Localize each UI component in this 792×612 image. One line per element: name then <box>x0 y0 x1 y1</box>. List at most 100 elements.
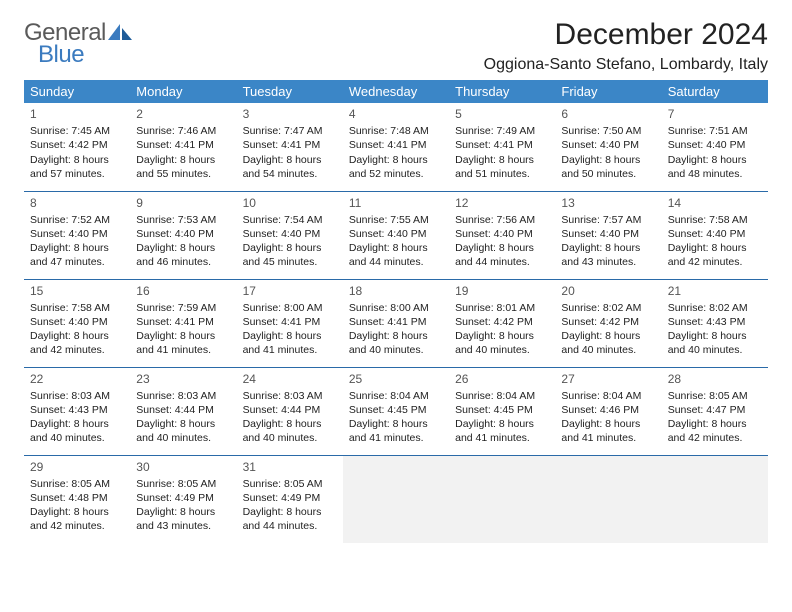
calendar-cell: 18Sunrise: 8:00 AMSunset: 4:41 PMDayligh… <box>343 279 449 367</box>
weekday-header-row: Sunday Monday Tuesday Wednesday Thursday… <box>24 80 768 103</box>
day-number: 18 <box>349 283 443 299</box>
sunrise-text: Sunrise: 7:46 AM <box>136 124 230 138</box>
sunset-text: Sunset: 4:41 PM <box>349 315 443 329</box>
sunset-text: Sunset: 4:46 PM <box>561 403 655 417</box>
logo-text-blue: Blue <box>38 45 134 65</box>
sunrise-text: Sunrise: 8:00 AM <box>349 301 443 315</box>
sunset-text: Sunset: 4:40 PM <box>561 138 655 152</box>
sunset-text: Sunset: 4:40 PM <box>349 227 443 241</box>
daylight-text: Daylight: 8 hours and 41 minutes. <box>561 417 655 445</box>
calendar-cell: 24Sunrise: 8:03 AMSunset: 4:44 PMDayligh… <box>237 367 343 455</box>
calendar-cell: 6Sunrise: 7:50 AMSunset: 4:40 PMDaylight… <box>555 103 661 191</box>
daylight-text: Daylight: 8 hours and 57 minutes. <box>30 153 124 181</box>
daylight-text: Daylight: 8 hours and 40 minutes. <box>561 329 655 357</box>
sunrise-text: Sunrise: 8:02 AM <box>668 301 762 315</box>
day-number: 23 <box>136 371 230 387</box>
daylight-text: Daylight: 8 hours and 40 minutes. <box>136 417 230 445</box>
day-number: 21 <box>668 283 762 299</box>
calendar-cell: 13Sunrise: 7:57 AMSunset: 4:40 PMDayligh… <box>555 191 661 279</box>
daylight-text: Daylight: 8 hours and 51 minutes. <box>455 153 549 181</box>
calendar-cell: 21 Sunrise: 8:02 AMSunset: 4:43 PMDayligh… <box>662 279 768 367</box>
calendar-cell: 20Sunrise: 8:02 AMSunset: 4:42 PMDayligh… <box>555 279 661 367</box>
calendar-cell: 28Sunrise: 8:05 AMSunset: 4:47 PMDayligh… <box>662 367 768 455</box>
day-number: 16 <box>136 283 230 299</box>
sunrise-text: Sunrise: 8:04 AM <box>561 389 655 403</box>
calendar-cell: 10Sunrise: 7:54 AMSunset: 4:40 PMDayligh… <box>237 191 343 279</box>
calendar-cell: 7Sunrise: 7:51 AMSunset: 4:40 PMDaylight… <box>662 103 768 191</box>
sunset-text: Sunset: 4:45 PM <box>349 403 443 417</box>
sunset-text: Sunset: 4:41 PM <box>455 138 549 152</box>
sunrise-text: Sunrise: 8:03 AM <box>136 389 230 403</box>
sunset-text: Sunset: 4:44 PM <box>243 403 337 417</box>
calendar-cell: 12Sunrise: 7:56 AMSunset: 4:40 PMDayligh… <box>449 191 555 279</box>
day-number: 22 <box>30 371 124 387</box>
calendar-cell: 3Sunrise: 7:47 AMSunset: 4:41 PMDaylight… <box>237 103 343 191</box>
day-number: 14 <box>668 195 762 211</box>
sunset-text: Sunset: 4:40 PM <box>668 138 762 152</box>
sunrise-text: Sunrise: 8:05 AM <box>30 477 124 491</box>
calendar-row: 29Sunrise: 8:05 AMSunset: 4:48 PMDayligh… <box>24 455 768 543</box>
day-number: 27 <box>561 371 655 387</box>
sunset-text: Sunset: 4:43 PM <box>30 403 124 417</box>
sunrise-text: Sunrise: 7:52 AM <box>30 213 124 227</box>
daylight-text: Daylight: 8 hours and 55 minutes. <box>136 153 230 181</box>
calendar-cell: 4Sunrise: 7:48 AMSunset: 4:41 PMDaylight… <box>343 103 449 191</box>
sunset-text: Sunset: 4:49 PM <box>243 491 337 505</box>
sunset-text: Sunset: 4:41 PM <box>349 138 443 152</box>
sunrise-text: Sunrise: 7:54 AM <box>243 213 337 227</box>
day-number: 6 <box>561 106 655 122</box>
daylight-text: Daylight: 8 hours and 46 minutes. <box>136 241 230 269</box>
sunrise-text: Sunrise: 8:04 AM <box>349 389 443 403</box>
calendar-cell <box>343 455 449 543</box>
daylight-text: Daylight: 8 hours and 48 minutes. <box>668 153 762 181</box>
sunrise-text: Sunrise: 8:03 AM <box>30 389 124 403</box>
day-number: 17 <box>243 283 337 299</box>
day-number: 30 <box>136 459 230 475</box>
sunrise-text: Sunrise: 7:56 AM <box>455 213 549 227</box>
sunset-text: Sunset: 4:41 PM <box>136 315 230 329</box>
sunset-text: Sunset: 4:42 PM <box>30 138 124 152</box>
calendar-cell <box>449 455 555 543</box>
page-title: December 2024 <box>484 18 768 52</box>
sunset-text: Sunset: 4:41 PM <box>243 315 337 329</box>
day-number: 26 <box>455 371 549 387</box>
weekday-header: Wednesday <box>343 80 449 103</box>
sunset-text: Sunset: 4:40 PM <box>668 227 762 241</box>
day-number: 2 <box>136 106 230 122</box>
sunrise-text: Sunrise: 8:04 AM <box>455 389 549 403</box>
daylight-text: Daylight: 8 hours and 43 minutes. <box>561 241 655 269</box>
daylight-text: Daylight: 8 hours and 40 minutes. <box>30 417 124 445</box>
daylight-text: Daylight: 8 hours and 47 minutes. <box>30 241 124 269</box>
day-number: 11 <box>349 195 443 211</box>
day-number: 13 <box>561 195 655 211</box>
sunset-text: Sunset: 4:42 PM <box>561 315 655 329</box>
daylight-text: Daylight: 8 hours and 40 minutes. <box>668 329 762 357</box>
sunrise-text: Sunrise: 8:02 AM <box>561 301 655 315</box>
calendar-cell: 15Sunrise: 7:58 AMSunset: 4:40 PMDayligh… <box>24 279 130 367</box>
calendar-cell: 11Sunrise: 7:55 AMSunset: 4:40 PMDayligh… <box>343 191 449 279</box>
weekday-header: Thursday <box>449 80 555 103</box>
sunrise-text: Sunrise: 7:55 AM <box>349 213 443 227</box>
sunset-text: Sunset: 4:42 PM <box>455 315 549 329</box>
day-number: 28 <box>668 371 762 387</box>
daylight-text: Daylight: 8 hours and 54 minutes. <box>243 153 337 181</box>
calendar-cell: 26Sunrise: 8:04 AMSunset: 4:45 PMDayligh… <box>449 367 555 455</box>
daylight-text: Daylight: 8 hours and 41 minutes. <box>349 417 443 445</box>
sunset-text: Sunset: 4:43 PM <box>668 315 762 329</box>
sunrise-text: Sunrise: 8:01 AM <box>455 301 549 315</box>
calendar-cell: 14Sunrise: 7:58 AMSunset: 4:40 PMDayligh… <box>662 191 768 279</box>
calendar-row: 1Sunrise: 7:45 AMSunset: 4:42 PMDaylight… <box>24 103 768 191</box>
daylight-text: Daylight: 8 hours and 42 minutes. <box>30 329 124 357</box>
sunset-text: Sunset: 4:41 PM <box>243 138 337 152</box>
sunset-text: Sunset: 4:48 PM <box>30 491 124 505</box>
weekday-header: Tuesday <box>237 80 343 103</box>
daylight-text: Daylight: 8 hours and 41 minutes. <box>136 329 230 357</box>
day-number: 4 <box>349 106 443 122</box>
day-number: 31 <box>243 459 337 475</box>
daylight-text: Daylight: 8 hours and 52 minutes. <box>349 153 443 181</box>
calendar-cell: 17Sunrise: 8:00 AMSunset: 4:41 PMDayligh… <box>237 279 343 367</box>
weekday-header: Saturday <box>662 80 768 103</box>
sunset-text: Sunset: 4:45 PM <box>455 403 549 417</box>
calendar-cell: 9Sunrise: 7:53 AMSunset: 4:40 PMDaylight… <box>130 191 236 279</box>
sunset-text: Sunset: 4:47 PM <box>668 403 762 417</box>
